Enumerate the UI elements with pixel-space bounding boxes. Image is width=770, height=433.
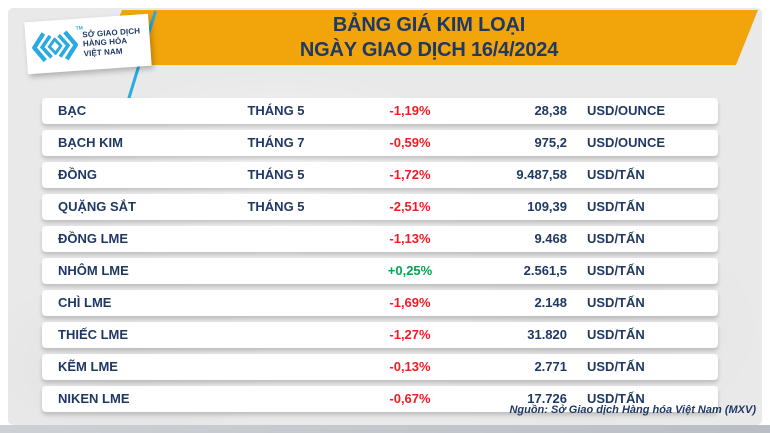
change-percent: +0,25% [387,263,433,278]
trademark-label: TM [75,25,84,32]
change-percent: -1,72% [389,167,431,182]
price-unit: USD/TẤN [587,199,645,214]
commodity-name: ĐỒNG LME [58,231,129,246]
commodity-name: BẠC [58,103,87,118]
page-subtitle: NGÀY GIAO DỊCH 16/4/2024 [299,38,559,61]
commodity-name: NIKEN LME [58,391,130,406]
change-percent: -0,67% [389,391,431,406]
price-value: 109,39 [527,199,567,214]
price-unit: USD/TẤN [587,167,645,182]
table-row: KẼM LME -0,13% 2.771 USD/TẤN [42,354,718,380]
price-unit: USD/TẤN [587,327,645,342]
table-row: CHÌ LME -1,69% 2.148 USD/TẤN [42,290,718,316]
mxv-chevrons-icon: TM [31,25,83,65]
table-row: BẠC THÁNG 5 -1,19% 28,38 USD/OUNCE [42,98,718,124]
change-percent: -1,69% [389,295,431,310]
logo-text: SỞ GIAO DỊCH HÀNG HÓA VIỆT NAM [82,26,142,58]
contract-month: THÁNG 5 [247,103,305,118]
price-value: 2.771 [534,359,567,374]
price-unit: USD/TẤN [587,263,645,278]
price-value: 9.468 [534,231,567,246]
commodity-name: CHÌ LME [58,295,112,310]
contract-month: THÁNG 7 [247,135,305,150]
change-percent: -2,51% [389,199,431,214]
commodity-name: BẠCH KIM [58,135,123,150]
commodity-name: NHÔM LME [58,263,129,278]
commodity-name: ĐỒNG [58,167,97,182]
price-value: 2.561,5 [523,263,567,278]
bottom-strip [0,425,770,433]
table-row: NHÔM LME +0,25% 2.561,5 USD/TẤN [42,258,718,284]
contract-month: THÁNG 5 [247,199,305,214]
change-percent: -0,59% [389,135,431,150]
table-row: ĐỒNG LME -1,13% 9.468 USD/TẤN [42,226,718,252]
table-row: THIẾC LME -1,27% 31.820 USD/TẤN [42,322,718,348]
price-unit: USD/TẤN [587,231,645,246]
price-value: 31.820 [527,327,567,342]
price-unit: USD/TẤN [587,391,645,406]
contract-month: THÁNG 5 [247,167,305,182]
commodity-name: QUẶNG SẮT [58,199,136,214]
price-value: 28,38 [534,103,567,118]
table-row: BẠCH KIM THÁNG 7 -0,59% 975,2 USD/OUNCE [42,130,718,156]
price-value: 975,2 [534,135,567,150]
price-unit: USD/TẤN [587,359,645,374]
price-unit: USD/TẤN [587,295,645,310]
table-row: NIKEN LME -0,67% 17.726 USD/TẤN [42,386,718,412]
price-value: 2.148 [534,295,567,310]
change-percent: -1,19% [389,103,431,118]
price-unit: USD/OUNCE [587,135,666,150]
table-row: ĐỒNG THÁNG 5 -1,72% 9.487,58 USD/TẤN [42,162,718,188]
title-banner: BẢNG GIÁ KIM LOẠI NGÀY GIAO DỊCH 16/4/20… [100,10,758,65]
change-percent: -1,27% [389,327,431,342]
commodity-name: THIẾC LME [58,327,129,342]
commodity-name: KẼM LME [58,359,118,374]
change-percent: -0,13% [389,359,431,374]
price-value: 17.726 [527,391,567,406]
price-unit: USD/OUNCE [587,103,666,118]
change-percent: -1,13% [389,231,431,246]
price-value: 9.487,58 [516,167,567,182]
source-note: Nguồn: Sở Giao dịch Hàng hóa Việt Nam (M… [509,404,756,416]
mxv-logo-card: TM SỞ GIAO DỊCH HÀNG HÓA VIỆT NAM [24,13,152,75]
table-row: QUẶNG SẮT THÁNG 5 -2,51% 109,39 USD/TẤN [42,194,718,220]
page-title: BẢNG GIÁ KIM LOẠI [332,13,526,36]
